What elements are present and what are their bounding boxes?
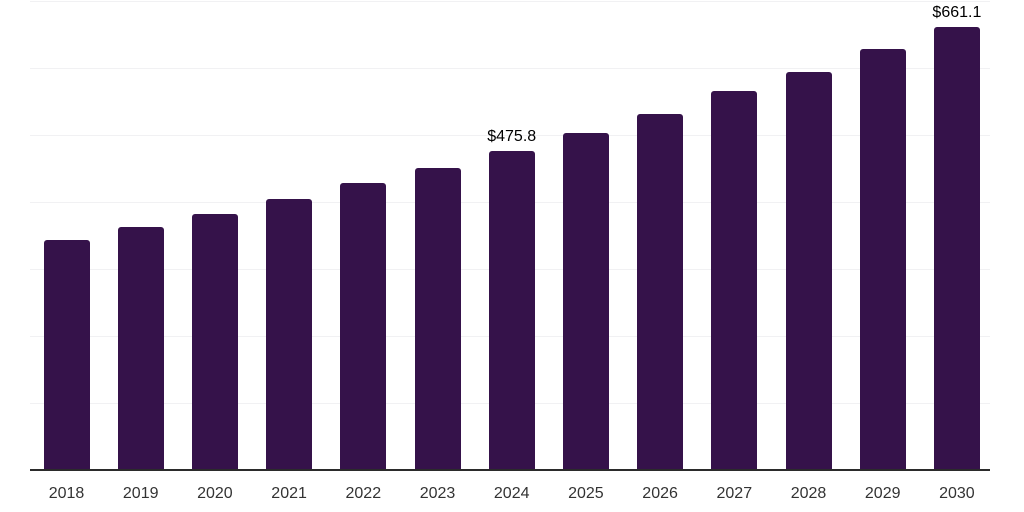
x-tick-label-2025: 2025 — [568, 485, 604, 502]
bar-2028 — [785, 72, 832, 469]
data-label-2024: $475.8 — [487, 128, 537, 146]
bar-2026 — [637, 113, 684, 469]
x-tick-label-2027: 2027 — [716, 485, 753, 502]
x-tick-label-2023: 2023 — [419, 485, 456, 502]
gridline-700 — [30, 1, 990, 2]
bar-2020 — [191, 214, 238, 469]
bar-2021 — [266, 199, 313, 469]
x-tick-label-2024: 2024 — [493, 485, 530, 502]
x-tick-label-2019: 2019 — [122, 485, 159, 502]
bar-2022 — [340, 182, 387, 469]
bar-2029 — [859, 49, 906, 469]
gridline-500 — [30, 135, 990, 136]
bar-2025 — [562, 132, 609, 469]
data-label-2030: $661.1 — [932, 4, 982, 22]
x-tick-label-2022: 2022 — [345, 485, 382, 502]
x-tick-label-2021: 2021 — [271, 485, 307, 502]
bar-2027 — [711, 91, 758, 469]
x-tick-label-2026: 2026 — [642, 485, 678, 502]
bar-2024 — [488, 151, 535, 469]
x-tick-label-2018: 2018 — [48, 485, 85, 502]
bar-2023 — [414, 167, 461, 469]
x-axis-line — [30, 469, 990, 471]
x-tick-label-2028: 2028 — [790, 485, 827, 502]
x-tick-label-2030: 2030 — [939, 485, 975, 502]
bar-2018 — [43, 239, 90, 469]
bar-2019 — [117, 227, 164, 469]
gridline-600 — [30, 68, 990, 69]
x-tick-label-2029: 2029 — [864, 485, 901, 502]
bar-2030 — [933, 27, 980, 469]
x-tick-label-2020: 2020 — [197, 485, 233, 502]
